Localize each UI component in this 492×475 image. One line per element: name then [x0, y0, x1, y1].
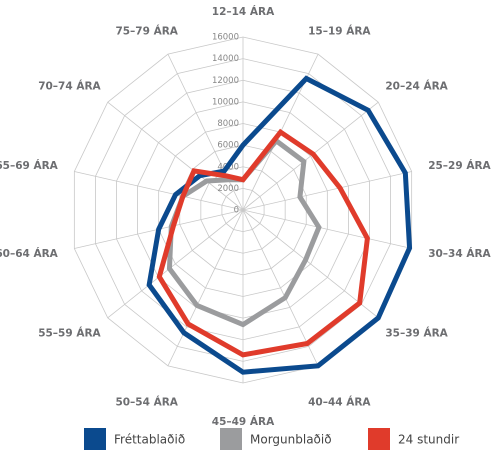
- category-label: 35–39 ÁRA: [385, 326, 448, 339]
- category-label: 12–14 ÁRA: [212, 5, 275, 18]
- category-label: 40–44 ÁRA: [308, 395, 371, 408]
- spoke: [107, 209, 244, 319]
- legend-label: Morgunblaðið: [250, 433, 332, 447]
- category-label: 70–74 ÁRA: [38, 80, 101, 93]
- category-label: 65–69 ÁRA: [0, 159, 59, 172]
- legend-swatch: [368, 428, 390, 450]
- spoke: [167, 209, 244, 367]
- legend-swatch: [220, 428, 242, 450]
- series-line: [146, 75, 413, 375]
- tick-label: 10000: [212, 97, 239, 107]
- spoke: [74, 171, 244, 211]
- spoke: [242, 171, 412, 211]
- category-label: 60–64 ÁRA: [0, 247, 59, 260]
- tick-label: 0: [234, 206, 239, 216]
- tick-label: 6000: [217, 141, 239, 151]
- tick-label: 8000: [217, 119, 239, 129]
- spoke: [107, 101, 244, 211]
- spoke: [242, 101, 379, 211]
- category-label: 55–59 ÁRA: [38, 326, 101, 339]
- category-label: 50–54 ÁRA: [115, 395, 178, 408]
- series-line: [166, 137, 322, 328]
- category-label: 15–19 ÁRA: [308, 25, 371, 38]
- tick-label: 16000: [212, 33, 239, 43]
- legend-swatch: [84, 428, 106, 450]
- tick-label: 14000: [212, 54, 239, 64]
- category-label: 20–24 ÁRA: [385, 80, 448, 93]
- category-label: 45–49 ÁRA: [212, 415, 275, 428]
- legend-label: Fréttablaðið: [114, 433, 185, 447]
- category-label: 30–34 ÁRA: [428, 247, 491, 260]
- category-label: 25–29 ÁRA: [428, 159, 491, 172]
- tick-label: 2000: [217, 184, 239, 194]
- spoke: [242, 209, 379, 319]
- spoke: [242, 209, 319, 367]
- tick-label: 12000: [212, 76, 239, 86]
- category-label: 75–79 ÁRA: [115, 25, 178, 38]
- spoke: [167, 53, 244, 211]
- legend-label: 24 stundir: [398, 433, 459, 447]
- series-line: [156, 128, 370, 358]
- spoke: [242, 209, 412, 249]
